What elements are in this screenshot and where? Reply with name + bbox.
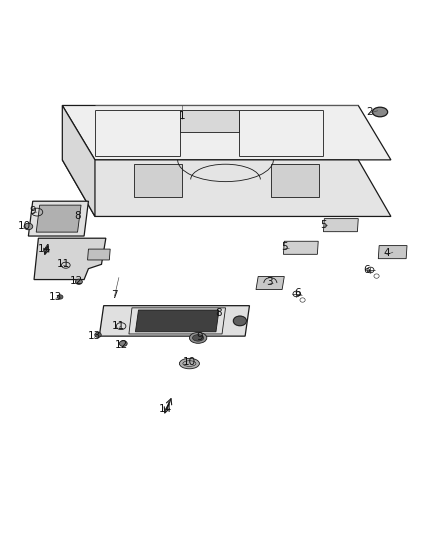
Ellipse shape [189, 333, 207, 343]
Polygon shape [62, 106, 391, 160]
Ellipse shape [119, 341, 127, 346]
Text: 7: 7 [111, 290, 118, 300]
Text: 5: 5 [320, 220, 327, 230]
Polygon shape [62, 106, 95, 216]
Polygon shape [88, 249, 110, 260]
Text: 14: 14 [37, 244, 51, 254]
Ellipse shape [192, 335, 204, 341]
Ellipse shape [180, 358, 199, 369]
Polygon shape [256, 277, 284, 289]
Ellipse shape [233, 316, 247, 326]
Text: 11: 11 [112, 321, 126, 331]
Text: 5: 5 [281, 242, 288, 252]
Text: 6: 6 [364, 264, 370, 274]
Polygon shape [271, 164, 319, 197]
Ellipse shape [95, 332, 101, 337]
Text: 1: 1 [179, 111, 185, 122]
Polygon shape [99, 305, 250, 336]
Text: 13: 13 [49, 292, 63, 302]
Text: 10: 10 [18, 221, 31, 231]
Text: 9: 9 [29, 206, 36, 216]
Text: 14: 14 [159, 404, 173, 414]
Ellipse shape [57, 295, 63, 299]
Polygon shape [134, 164, 182, 197]
Text: 13: 13 [88, 331, 101, 341]
Text: 4: 4 [383, 248, 390, 259]
Polygon shape [28, 201, 88, 236]
Polygon shape [34, 238, 106, 279]
Polygon shape [62, 160, 391, 216]
Ellipse shape [75, 279, 82, 284]
Polygon shape [135, 310, 219, 332]
Text: 12: 12 [70, 276, 83, 286]
Text: 11: 11 [57, 260, 70, 269]
Polygon shape [180, 110, 239, 132]
Polygon shape [36, 205, 81, 232]
Polygon shape [323, 219, 358, 232]
Polygon shape [283, 241, 318, 254]
Text: 9: 9 [196, 332, 203, 342]
Text: 12: 12 [114, 340, 128, 350]
Ellipse shape [24, 223, 33, 230]
Text: 6: 6 [294, 288, 300, 298]
Text: 3: 3 [266, 277, 272, 287]
Text: 8: 8 [215, 308, 223, 318]
Polygon shape [378, 246, 407, 259]
Text: 8: 8 [74, 211, 81, 221]
Ellipse shape [372, 107, 388, 117]
Text: 10: 10 [183, 357, 196, 367]
Text: 2: 2 [366, 107, 372, 117]
